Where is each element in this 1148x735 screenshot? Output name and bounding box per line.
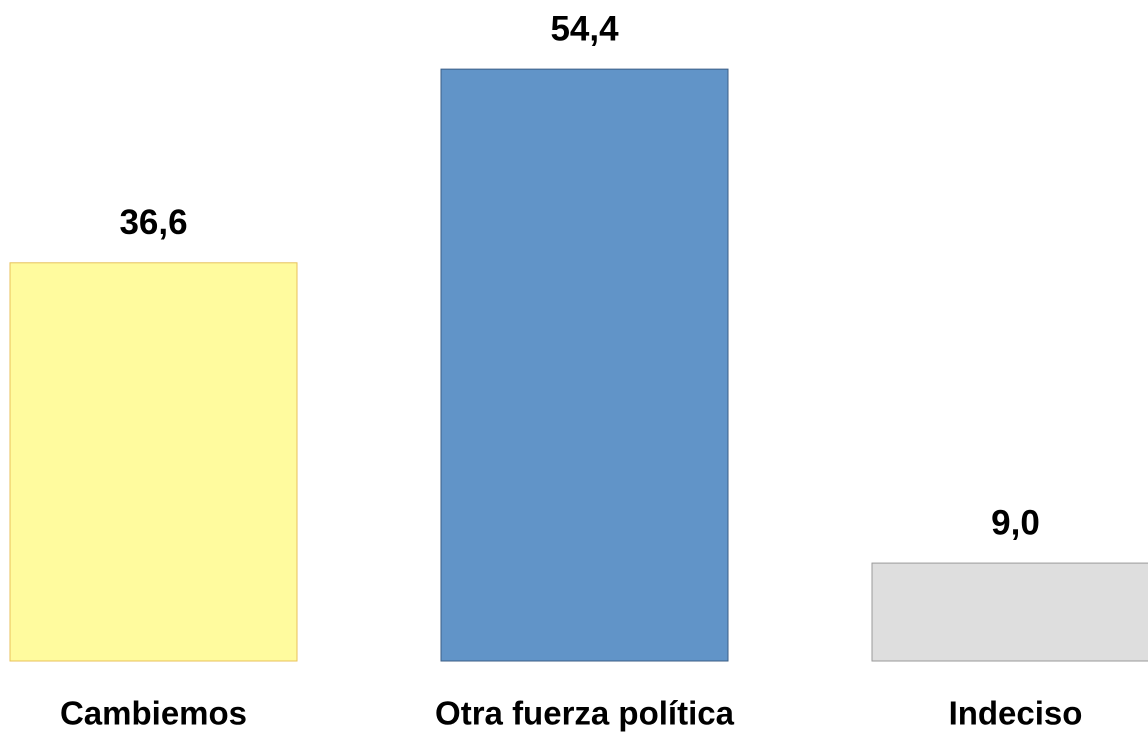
x-tick-label: Otra fuerza política [435,695,735,732]
bar [9,262,298,662]
value-label: 36,6 [119,203,187,242]
x-tick-label: Cambiemos [60,695,247,732]
x-tick-label: Indeciso [949,695,1083,732]
bar [871,562,1148,662]
value-label: 54,4 [550,9,619,48]
value-label: 9,0 [991,503,1040,542]
bar [440,68,729,662]
